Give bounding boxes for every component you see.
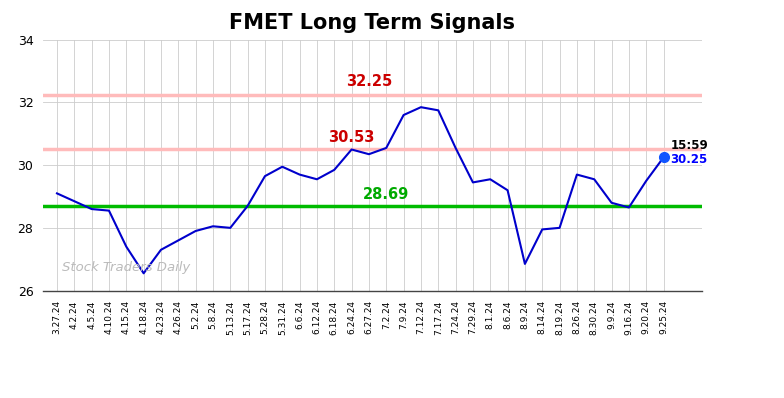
Text: Stock Traders Daily: Stock Traders Daily: [62, 261, 191, 273]
Text: 28.69: 28.69: [363, 187, 409, 203]
Text: 32.25: 32.25: [346, 74, 392, 89]
Text: 15:59: 15:59: [670, 139, 708, 152]
Text: 30.53: 30.53: [328, 130, 375, 145]
Title: FMET Long Term Signals: FMET Long Term Signals: [230, 13, 515, 33]
Text: 30.25: 30.25: [670, 153, 708, 166]
